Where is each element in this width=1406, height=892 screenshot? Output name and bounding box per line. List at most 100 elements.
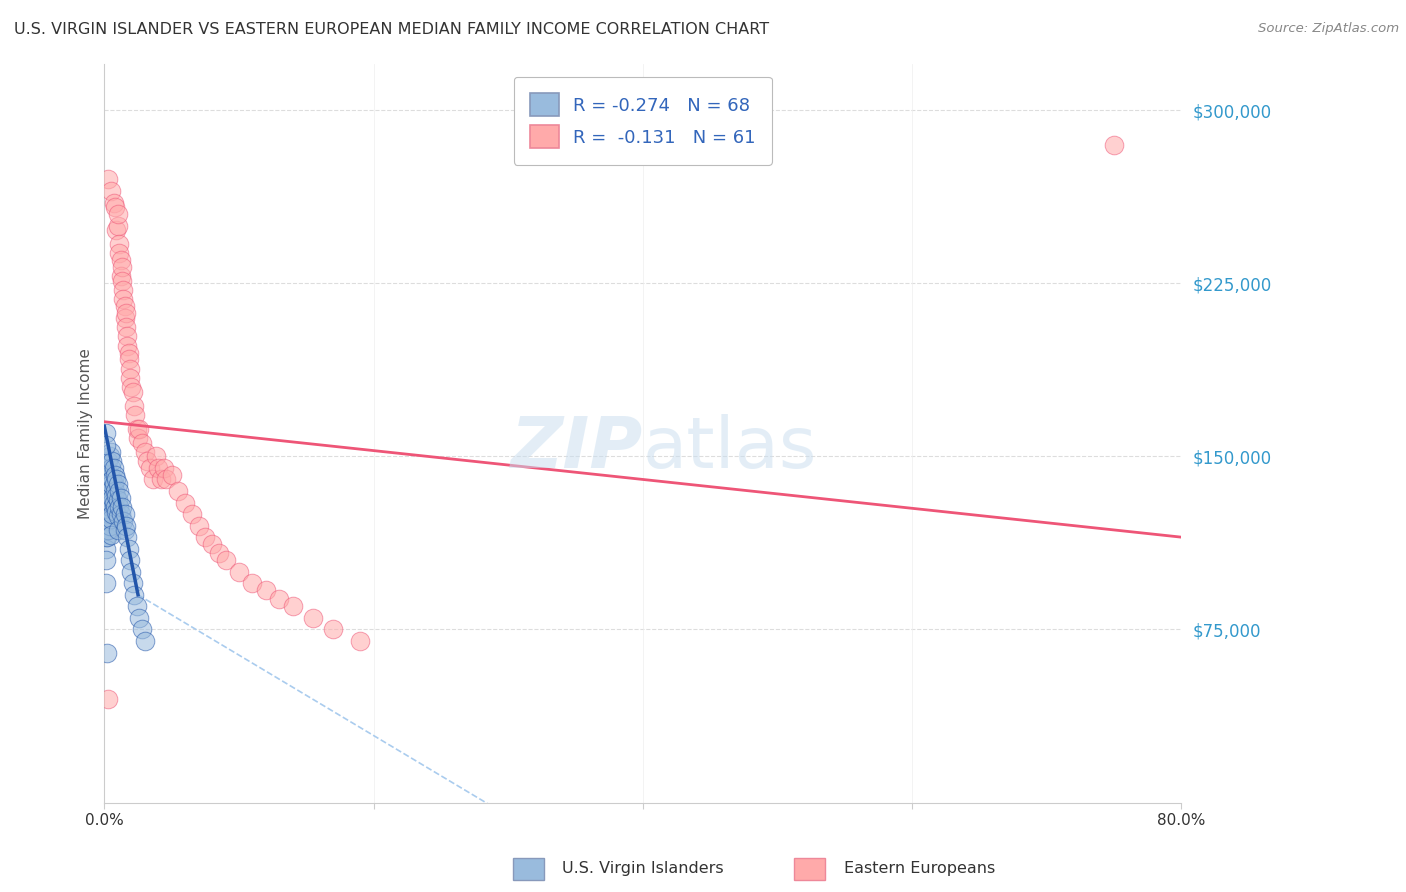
Point xyxy=(105,472,128,486)
Point xyxy=(94,438,117,452)
Point xyxy=(104,500,127,515)
Point xyxy=(174,495,197,509)
Point xyxy=(187,518,209,533)
Point xyxy=(97,172,120,186)
Point xyxy=(94,523,117,537)
Point xyxy=(148,461,170,475)
Text: U.S. VIRGIN ISLANDER VS EASTERN EUROPEAN MEDIAN FAMILY INCOME CORRELATION CHART: U.S. VIRGIN ISLANDER VS EASTERN EUROPEAN… xyxy=(14,22,769,37)
Point xyxy=(214,553,236,567)
Point xyxy=(111,260,134,274)
Text: Eastern Europeans: Eastern Europeans xyxy=(844,861,995,876)
Point xyxy=(281,599,304,614)
Point xyxy=(180,507,202,521)
Point xyxy=(167,483,190,498)
Point xyxy=(112,514,135,528)
Point xyxy=(131,435,153,450)
Point xyxy=(103,195,125,210)
Point xyxy=(100,444,122,458)
Point xyxy=(96,530,118,544)
Point xyxy=(194,530,217,544)
Point xyxy=(96,495,118,509)
Point xyxy=(115,518,138,533)
Point xyxy=(125,422,148,436)
Point xyxy=(110,491,132,505)
Point xyxy=(117,338,139,352)
Point xyxy=(104,483,127,498)
Point xyxy=(94,507,117,521)
Point xyxy=(107,493,129,508)
Point xyxy=(98,450,121,464)
Point xyxy=(152,461,174,475)
Point xyxy=(108,500,131,515)
Point xyxy=(120,565,142,579)
Point xyxy=(98,518,121,533)
Point xyxy=(114,507,136,521)
Point xyxy=(115,320,138,334)
Point xyxy=(111,274,134,288)
Point xyxy=(107,477,129,491)
Point xyxy=(104,467,127,482)
Point xyxy=(201,537,224,551)
Point xyxy=(127,431,149,445)
Point xyxy=(349,634,371,648)
Point xyxy=(100,495,122,509)
Point xyxy=(322,623,344,637)
Point xyxy=(125,599,148,614)
Point xyxy=(122,588,145,602)
Point xyxy=(107,509,129,524)
Point xyxy=(94,541,117,556)
Point xyxy=(98,500,121,515)
Point xyxy=(94,553,117,567)
Point xyxy=(128,611,150,625)
Point xyxy=(117,329,139,343)
Point xyxy=(104,200,127,214)
Point xyxy=(97,691,120,706)
Point xyxy=(94,472,117,486)
Point xyxy=(103,495,125,509)
Point xyxy=(118,371,141,385)
Point xyxy=(1102,137,1125,152)
Point xyxy=(108,246,131,260)
Text: Source: ZipAtlas.com: Source: ZipAtlas.com xyxy=(1258,22,1399,36)
Y-axis label: Median Family Income: Median Family Income xyxy=(79,348,93,519)
Point xyxy=(269,592,291,607)
Point xyxy=(160,467,183,482)
Point xyxy=(134,444,156,458)
Point xyxy=(131,623,153,637)
Point xyxy=(228,565,250,579)
Point xyxy=(107,207,129,221)
Point xyxy=(100,477,122,491)
Point xyxy=(96,646,118,660)
Point xyxy=(96,461,118,475)
Point xyxy=(121,576,143,591)
Point xyxy=(98,483,121,498)
Point xyxy=(110,253,132,268)
Point xyxy=(101,507,124,521)
Point xyxy=(100,184,122,198)
Point xyxy=(110,269,132,284)
Text: U.S. Virgin Islanders: U.S. Virgin Islanders xyxy=(562,861,724,876)
Point xyxy=(136,454,159,468)
Point xyxy=(128,422,150,436)
Point xyxy=(94,576,117,591)
Point xyxy=(97,472,120,486)
Point xyxy=(112,293,135,307)
Point xyxy=(254,583,277,598)
Point xyxy=(97,491,120,505)
Point xyxy=(134,634,156,648)
Point xyxy=(94,530,117,544)
Point xyxy=(108,237,131,252)
Point xyxy=(120,380,142,394)
Point xyxy=(107,219,129,233)
Point xyxy=(101,454,124,468)
Point xyxy=(142,472,165,486)
Point xyxy=(155,472,177,486)
Point xyxy=(100,461,122,475)
Point xyxy=(108,483,131,498)
Text: ZIP: ZIP xyxy=(510,414,643,483)
Point xyxy=(96,477,118,491)
Point xyxy=(114,523,136,537)
Point xyxy=(117,345,139,359)
Point xyxy=(145,450,167,464)
Point xyxy=(115,306,138,320)
